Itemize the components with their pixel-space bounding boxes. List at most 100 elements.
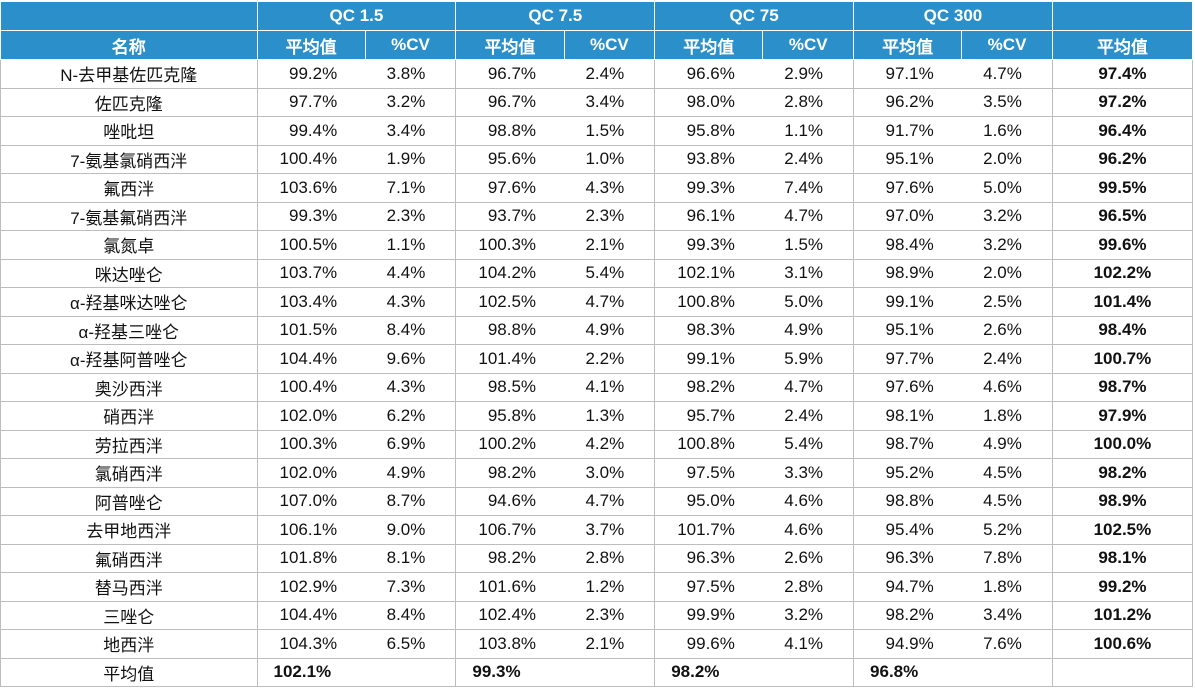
mean-value-cell: 101.8% <box>256 543 366 573</box>
cv-value-cell: 4.7% <box>961 59 1053 89</box>
cv-value-cell: 2.6% <box>762 543 855 573</box>
compound-name-cell: 咪达唑仑 <box>0 258 258 288</box>
mean-value-cell: 95.1% <box>853 144 962 174</box>
overall-mean-cell: 98.1% <box>1051 543 1194 573</box>
cv-value-cell: 1.2% <box>564 572 656 602</box>
mean-value-cell: 103.4% <box>256 287 366 317</box>
overall-mean-cell: 96.4% <box>1051 116 1194 146</box>
cv-value-cell: 1.0% <box>564 144 656 174</box>
mean-value-cell: 102.0% <box>256 458 366 488</box>
cv-value-cell: 1.3% <box>564 401 656 431</box>
cv-value-cell: 4.5% <box>961 486 1053 516</box>
cv-value-cell: 7.8% <box>961 543 1053 573</box>
mean-value-cell: 97.7% <box>256 87 366 117</box>
cv-value-cell: 2.3% <box>365 201 457 231</box>
compound-name-cell: 氟西泮 <box>0 173 258 203</box>
mean-value-cell: 98.0% <box>654 87 763 117</box>
compound-name-cell: 唑吡坦 <box>0 116 258 146</box>
mean-value-cell: 94.7% <box>853 572 962 602</box>
compound-name-cell: 去甲地西泮 <box>0 515 258 545</box>
table-row: 氟硝西泮 101.8% 8.1% 98.2% 2.8% 96.3% 2.6% 96.3% 7.8… <box>0 543 1194 573</box>
mean-value-cell: 94.9% <box>853 629 962 659</box>
overall-mean-cell: 97.4% <box>1051 59 1194 89</box>
cv-value-cell: 2.4% <box>762 144 855 174</box>
cv-value-cell: 9.0% <box>365 515 457 545</box>
cv-value-cell: 7.4% <box>762 173 855 203</box>
overall-mean-cell: 96.5% <box>1051 201 1194 231</box>
table-row: α-羟基三唑仑 101.5% 8.4% 98.8% 4.9% 98.3% 4.9% 95.1%… <box>0 315 1194 345</box>
mean-value-cell: 93.7% <box>455 201 565 231</box>
overall-mean-cell: 98.2% <box>1051 458 1194 488</box>
overall-mean-cell: 98.9% <box>1051 486 1194 516</box>
mean-value-cell: 102.1% <box>654 258 763 288</box>
cv-value-cell: 3.7% <box>564 515 656 545</box>
cv-value-cell: 6.2% <box>365 401 457 431</box>
mean-value-cell: 95.0% <box>654 486 763 516</box>
cv-value-cell: 4.9% <box>961 429 1053 459</box>
cv-value-cell: 6.9% <box>365 429 457 459</box>
overall-mean-cell: 99.2% <box>1051 572 1194 602</box>
cv-value-cell: 2.8% <box>762 572 855 602</box>
compound-name-cell: 7-氨基氟硝西泮 <box>0 201 258 231</box>
overall-mean-cell: 101.2% <box>1051 600 1194 630</box>
mean-value-cell: 98.3% <box>654 315 763 345</box>
mean-value-cell: 99.3% <box>654 230 763 260</box>
cv-value-cell: 8.1% <box>365 543 457 573</box>
cv-value-cell: 3.8% <box>365 59 457 89</box>
mean-value-cell: 98.4% <box>853 230 962 260</box>
table-row: 阿普唑仑 107.0% 8.7% 94.6% 4.7% 95.0% 4.6% 98.8% 4.5… <box>0 486 1194 516</box>
cv-value-cell: 3.0% <box>564 458 656 488</box>
mean-value-cell: 102.9% <box>256 572 366 602</box>
cv-value-cell: 2.0% <box>961 144 1053 174</box>
mean-value-cell: 99.6% <box>654 629 763 659</box>
cv-value-cell: 5.9% <box>762 344 855 374</box>
cv-value-cell: 1.5% <box>762 230 855 260</box>
table-row: 唑吡坦 99.4% 3.4% 98.8% 1.5% 95.8% 1.1% 91.7% 1.6% 9… <box>0 116 1194 146</box>
average-empty-cell <box>1051 657 1194 687</box>
cv-value-cell: 4.3% <box>564 173 656 203</box>
column-header-mean: 平均值 <box>654 30 764 60</box>
cv-value-cell: 2.4% <box>762 401 855 431</box>
cv-value-cell: 3.4% <box>961 600 1053 630</box>
column-header-mean: 平均值 <box>853 30 963 60</box>
mean-value-cell: 106.7% <box>455 515 565 545</box>
cv-value-cell: 3.2% <box>961 230 1053 260</box>
cv-value-cell: 7.1% <box>365 173 457 203</box>
column-header-overall-mean: 平均值 <box>1051 30 1194 60</box>
cv-value-cell: 4.3% <box>365 372 457 402</box>
mean-value-cell: 99.1% <box>654 344 763 374</box>
mean-value-cell: 104.2% <box>455 258 565 288</box>
cv-value-cell: 1.1% <box>762 116 855 146</box>
table-row: 奥沙西泮 100.4% 4.3% 98.5% 4.1% 98.2% 4.7% 97.6% 4.6… <box>0 372 1194 402</box>
table-row: 咪达唑仑 103.7% 4.4% 104.2% 5.4% 102.1% 3.1% 98.9% 2… <box>0 258 1194 288</box>
overall-mean-cell: 102.2% <box>1051 258 1194 288</box>
cv-value-cell: 3.3% <box>762 458 855 488</box>
overall-mean-cell: 99.6% <box>1051 230 1194 260</box>
cv-value-cell: 4.9% <box>365 458 457 488</box>
table-row: 氟西泮 103.6% 7.1% 97.6% 4.3% 99.3% 7.4% 97.6% 5.0%… <box>0 173 1194 203</box>
compound-name-cell: 7-氨基氯硝西泮 <box>0 144 258 174</box>
mean-value-cell: 98.8% <box>853 486 962 516</box>
cv-value-cell: 5.0% <box>961 173 1053 203</box>
mean-value-cell: 97.5% <box>654 458 763 488</box>
compound-name-cell: 劳拉西泮 <box>0 429 258 459</box>
mean-value-cell: 106.1% <box>256 515 366 545</box>
mean-value-cell: 98.1% <box>853 401 962 431</box>
mean-value-cell: 98.5% <box>455 372 565 402</box>
mean-value-cell: 94.6% <box>455 486 565 516</box>
cv-value-cell: 4.6% <box>762 515 855 545</box>
table-body: N-去甲基佐匹克隆 99.2% 3.8% 96.7% 2.4% 96.6% 2.9% 97.1… <box>0 59 1194 687</box>
header-blank-cell <box>1051 1 1194 31</box>
average-value-cell: 98.2% <box>654 657 855 687</box>
mean-value-cell: 97.7% <box>853 344 962 374</box>
overall-mean-cell: 101.4% <box>1051 287 1194 317</box>
column-header-cv: %CV <box>563 30 656 60</box>
table-row: 佐匹克隆 97.7% 3.2% 96.7% 3.4% 98.0% 2.8% 96.2% 3.5%… <box>0 87 1194 117</box>
average-value-cell: 96.8% <box>853 657 1053 687</box>
cv-value-cell: 3.5% <box>961 87 1053 117</box>
mean-value-cell: 100.8% <box>654 429 763 459</box>
cv-value-cell: 1.1% <box>365 230 457 260</box>
mean-value-cell: 100.4% <box>256 372 366 402</box>
table-row: 三唑仑 104.4% 8.4% 102.4% 2.3% 99.9% 3.2% 98.2% 3.4… <box>0 600 1194 630</box>
column-header-mean: 平均值 <box>455 30 565 60</box>
